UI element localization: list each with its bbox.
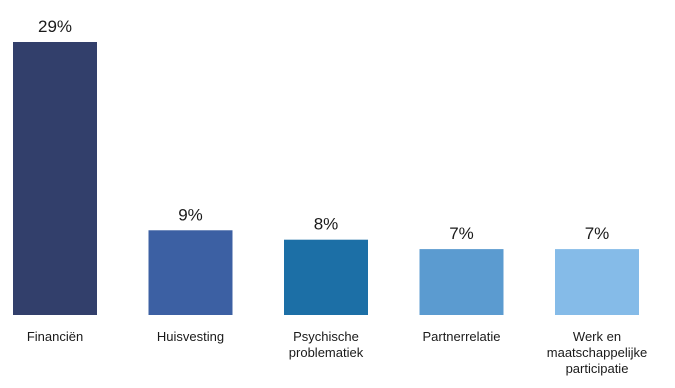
category-label-line: maatschappelijke <box>546 345 648 360</box>
category-label-line: Financiën <box>26 329 84 344</box>
data-label-2: 9% <box>178 205 203 224</box>
category-label-line: problematiek <box>288 345 364 360</box>
category-label-4: Partnerrelatie <box>397 329 527 345</box>
data-label-3: 8% <box>314 215 339 234</box>
category-label-line: Psychische <box>293 329 359 344</box>
category-label-3: Psychische problematiek <box>261 329 391 361</box>
category-label-line: participatie <box>565 361 629 376</box>
data-label-5: 7% <box>585 224 610 243</box>
bar-1 <box>13 42 97 315</box>
category-label-2: Huisvesting <box>126 329 256 345</box>
category-label-5: Werk en maatschappelijke participatie <box>532 329 662 377</box>
data-label-4: 7% <box>449 224 474 243</box>
bar-3 <box>284 239 368 315</box>
category-label-1: Financiën <box>0 329 120 345</box>
category-label-line: Partnerrelatie <box>422 329 501 344</box>
category-label-line: Huisvesting <box>156 329 225 344</box>
category-label-line: Werk en <box>572 329 622 344</box>
bar-5 <box>555 249 639 315</box>
data-label-1: 29% <box>38 17 72 36</box>
bar-2 <box>148 230 233 315</box>
bar-4 <box>419 249 504 315</box>
